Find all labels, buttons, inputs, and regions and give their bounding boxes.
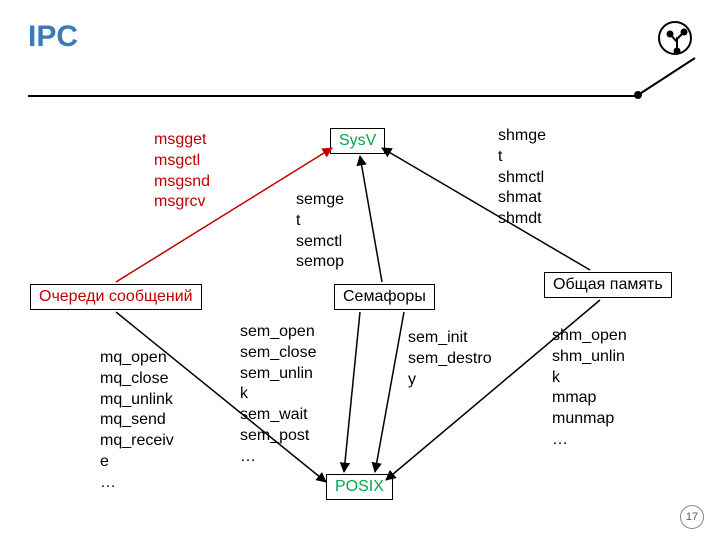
label-msg-sysv: msgget msgctl msgsnd msgrcv [154, 130, 210, 213]
label-mq-posix: mq_open mq_close mq_unlink mq_send mq_re… [100, 348, 174, 494]
label-shm-sysv: shmge t shmctl shmat shmdt [498, 126, 546, 230]
label-sem-posix1: sem_open sem_close sem_unlin k sem_wait … [240, 322, 316, 468]
label-sem-sysv: semge t semctl semop [296, 190, 344, 273]
label-shm-posix: shm_open shm_unlin k mmap munmap … [552, 326, 627, 451]
label-sem-posix2: sem_init sem_destro y [408, 328, 492, 390]
page-number: 17 [680, 505, 704, 529]
